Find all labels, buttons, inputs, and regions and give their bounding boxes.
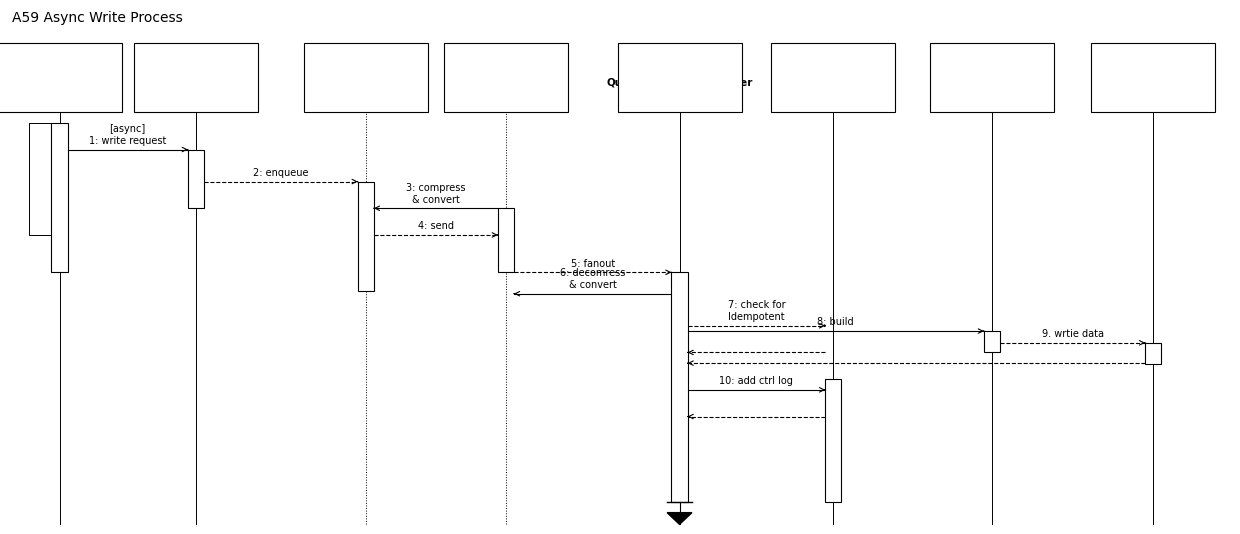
Text: 7: check for
Idempotent: 7: check for Idempotent (728, 301, 785, 322)
Bar (826, 379, 842, 502)
Bar (188, 150, 203, 208)
Text: A59 Async Write Process: A59 Async Write Process (12, 11, 184, 25)
Bar (304, 43, 428, 112)
Bar (444, 43, 568, 112)
Text: 4: send: 4: send (418, 221, 454, 231)
Text: 10: add ctrl log: 10: add ctrl log (719, 376, 794, 386)
Bar (985, 331, 1001, 352)
Text: Application: Application (26, 73, 93, 82)
Text: 5: fanout: 5: fanout (570, 258, 615, 269)
Bar (52, 123, 67, 272)
Bar (771, 43, 895, 112)
Bar (1091, 43, 1215, 112)
Bar (134, 43, 258, 112)
Text: Single Server
DataStore: Single Server DataStore (1114, 67, 1193, 88)
Bar (357, 182, 374, 291)
Text: tl-a59-builder
Builder: tl-a59-builder Builder (952, 67, 1032, 88)
Text: 2: enqueue: 2: enqueue (253, 168, 309, 178)
Text: tl-a59-client
Writer: tl-a59-client Writer (160, 67, 232, 88)
Text: 6: decomress
& convert: 6: decomress & convert (560, 269, 625, 290)
Bar (672, 272, 688, 502)
Text: 9. wrtie data: 9. wrtie data (1042, 329, 1104, 339)
Bar (618, 43, 742, 112)
Text: 8: build: 8: build (817, 317, 854, 327)
Bar (0, 43, 122, 112)
Text: Ctrl Log
DataStore: Ctrl Log DataStore (804, 67, 863, 88)
Text: 3: compress
& convert: 3: compress & convert (407, 183, 465, 205)
Text: tl-queue
Queue: tl-queue Queue (341, 67, 391, 88)
Bar (1146, 343, 1162, 364)
Bar (497, 208, 515, 272)
Polygon shape (667, 513, 692, 524)
Text: MQ Broker: MQ Broker (475, 73, 537, 82)
Text: tl-a59-builder
QueueWithReplyListener: tl-a59-builder QueueWithReplyListener (606, 67, 753, 88)
Text: [async]
1: write request: [async] 1: write request (89, 124, 166, 146)
Bar (930, 43, 1054, 112)
